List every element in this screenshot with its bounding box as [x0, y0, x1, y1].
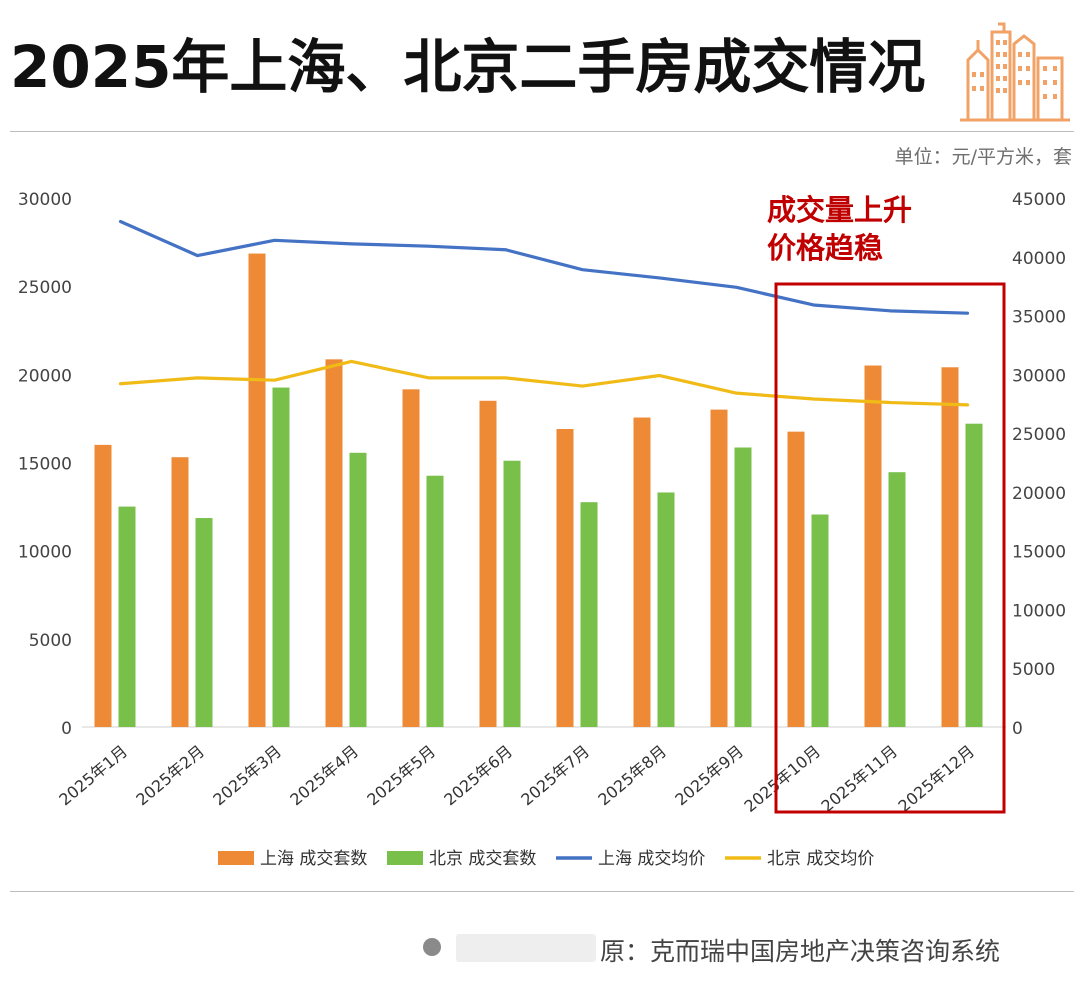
y-left-tick-label: 15000	[18, 455, 72, 475]
y-left-tick-label: 30000	[18, 190, 72, 210]
x-tick-label: 2025年6月	[440, 742, 516, 810]
bar-beijing	[272, 387, 290, 727]
source-redacted-bar	[456, 934, 596, 962]
y-right-tick-label: 40000	[1012, 249, 1066, 269]
bar-shanghai	[633, 417, 651, 727]
y-left-tick-label: 20000	[18, 366, 72, 386]
bar-beijing	[888, 472, 906, 727]
combo-chart: 0 5000 10000 15000 20000 25000 30000 0 5000 10000…	[18, 190, 1066, 869]
bar-shanghai	[941, 367, 959, 727]
bar-shanghai	[479, 400, 497, 727]
bar-beijing	[503, 460, 521, 727]
x-tick-label: 2025年8月	[594, 742, 670, 810]
y-right-tick-label: 5000	[1012, 660, 1055, 680]
bar-beijing	[657, 492, 675, 727]
legend-label: 上海 成交套数	[260, 849, 367, 869]
bar-shanghai	[402, 389, 420, 727]
bar-shanghai	[94, 444, 112, 727]
x-tick-label: 2025年2月	[132, 742, 208, 810]
bar-beijing	[734, 447, 752, 727]
bar-beijing	[118, 506, 136, 727]
x-tick-label: 2025年5月	[363, 742, 439, 810]
y-right-tick-label: 35000	[1012, 308, 1066, 328]
y-right-tick-label: 25000	[1012, 425, 1066, 445]
legend-swatch	[218, 851, 254, 865]
bar-beijing	[195, 518, 213, 727]
unit-label: 单位：元/平方米，套	[894, 146, 1072, 168]
y-right-tick-label: 10000	[1012, 601, 1066, 621]
annotation-text: 价格趋稳	[767, 231, 883, 265]
source-dot-icon	[423, 938, 441, 956]
legend-label: 上海 成交均价	[598, 849, 705, 869]
header-divider	[10, 131, 1074, 132]
bar-beijing	[426, 475, 444, 727]
x-tick-label: 2025年1月	[55, 742, 131, 810]
bar-beijing	[580, 502, 598, 727]
bar-beijing	[965, 423, 983, 727]
footer-divider	[10, 891, 1074, 892]
legend-label: 北京 成交均价	[767, 849, 874, 869]
bar-shanghai	[787, 431, 805, 727]
building-logo-icon	[960, 22, 1070, 122]
bar-shanghai	[710, 409, 728, 727]
line-shanghai-price	[118, 219, 970, 315]
y-right-tick-label: 0	[1012, 719, 1023, 739]
x-tick-label: 2025年12月	[895, 742, 979, 816]
legend-swatch	[387, 851, 423, 865]
legend-label: 北京 成交套数	[429, 849, 536, 869]
x-tick-label: 2025年7月	[517, 742, 593, 810]
y-left-tick-label: 10000	[18, 543, 72, 563]
bar-shanghai	[325, 359, 343, 727]
bar-shanghai	[248, 253, 266, 728]
x-tick-label: 2025年11月	[818, 742, 902, 816]
line-beijing-price	[118, 359, 970, 407]
y-right-tick-label: 20000	[1012, 484, 1066, 504]
annotation-text: 成交量上升	[767, 193, 912, 227]
bar-beijing	[349, 452, 367, 727]
bar-beijing	[811, 514, 829, 727]
y-right-tick-label: 15000	[1012, 543, 1066, 563]
bar-shanghai	[171, 457, 189, 727]
y-right-tick-label: 30000	[1012, 366, 1066, 386]
bar-shanghai	[864, 365, 882, 727]
x-tick-label: 2025年10月	[741, 742, 825, 816]
source-text: 原：克而瑞中国房地产决策咨询系统	[600, 937, 1001, 966]
bar-shanghai	[556, 428, 574, 727]
y-left-tick-label: 25000	[18, 278, 72, 298]
highlight-box	[774, 282, 1006, 814]
x-tick-label: 2025年4月	[286, 742, 362, 810]
y-right-tick-label: 45000	[1012, 190, 1066, 210]
page-title: 2025年上海、北京二手房成交情况	[10, 33, 926, 101]
y-left-tick-label: 5000	[29, 631, 72, 651]
x-tick-label: 2025年3月	[209, 742, 285, 810]
x-tick-label: 2025年9月	[671, 742, 747, 810]
y-left-tick-label: 0	[61, 719, 72, 739]
